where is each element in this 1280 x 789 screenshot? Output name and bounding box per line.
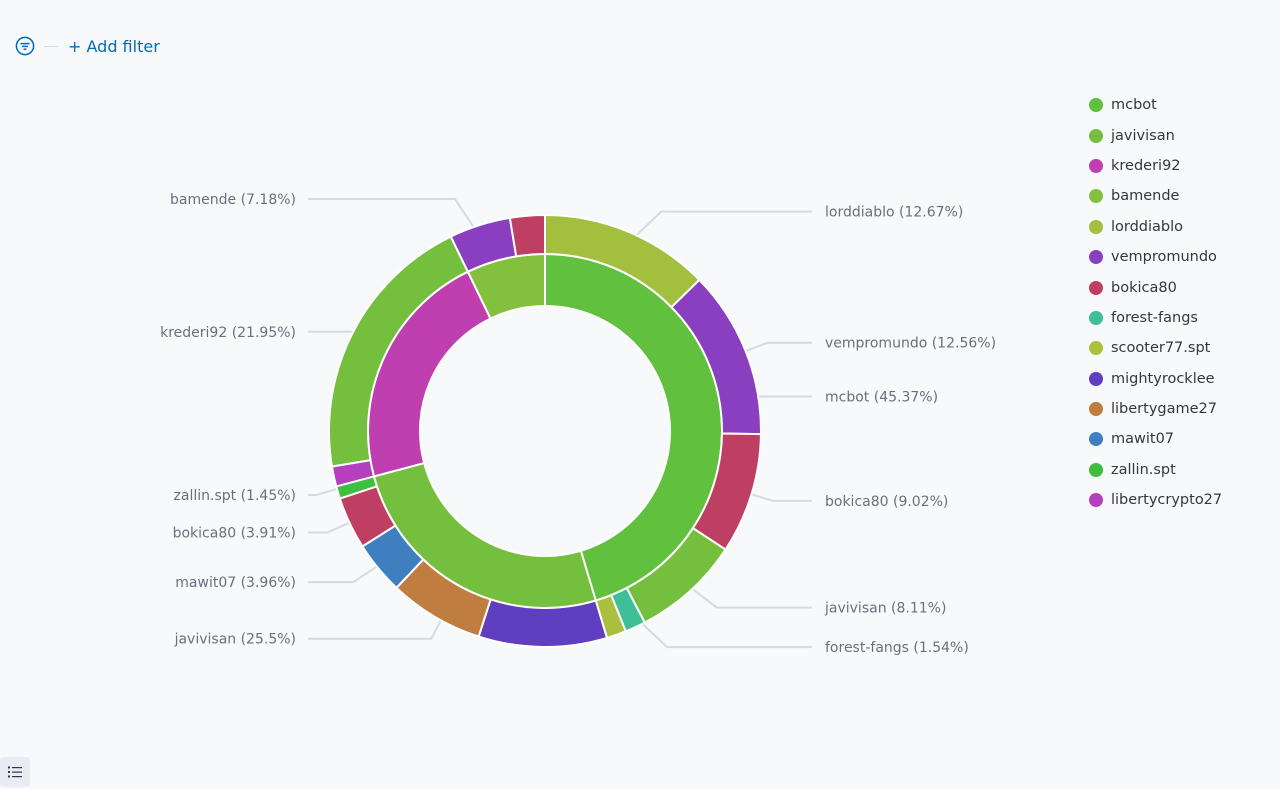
legend-item-mcbot[interactable]: mcbot (1089, 90, 1222, 120)
slice-label-forest-fangs: forest-fangs (1.54%) (825, 640, 969, 656)
chart-slices (328, 213, 762, 648)
legend-label: javivisan (1111, 127, 1175, 144)
slice-label-bokica80: bokica80 (3.91%) (173, 526, 296, 542)
legend-swatch (1089, 371, 1103, 386)
filter-options-button[interactable] (14, 35, 36, 57)
legend-swatch (1089, 310, 1103, 325)
legend-swatch (1089, 280, 1103, 295)
slice-label-vempromundo: vempromundo (12.56%) (825, 336, 996, 352)
legend-label: mawit07 (1111, 431, 1175, 448)
chart-legend: mcbot javivisan krederi92 bamende lorddiablo… (1089, 90, 1222, 515)
legend-label: libertygame27 (1111, 401, 1217, 418)
legend-label: libertycrypto27 (1111, 492, 1223, 509)
legend-label: scooter77.spt (1111, 340, 1211, 357)
legend-swatch (1089, 402, 1103, 417)
legend-label: bokica80 (1111, 279, 1177, 296)
legend-label: vempromundo (1111, 249, 1217, 266)
legend-swatch (1089, 462, 1103, 477)
legend-swatch (1089, 493, 1103, 508)
filter-bar: + Add filter (14, 32, 160, 60)
legend-swatch (1089, 432, 1103, 447)
slice-label-krederi92: krederi92 (21.95%) (160, 325, 296, 341)
outer-slice-bokica80[interactable] (508, 213, 546, 258)
legend-label: lorddiablo (1111, 218, 1184, 235)
slice-label-bokica80: bokica80 (9.02%) (825, 494, 948, 510)
slice-label-mcbot: mcbot (45.37%) (825, 390, 938, 406)
legend-item-scooter77-spt[interactable]: scooter77.spt (1089, 333, 1222, 363)
slice-label-javivisan: javivisan (25.5%) (174, 632, 296, 648)
legend-label: forest-fangs (1111, 309, 1198, 326)
slice-label-lorddiablo: lorddiablo (12.67%) (825, 205, 963, 221)
legend-item-libertygame27[interactable]: libertygame27 (1089, 394, 1222, 424)
chart-labels: lorddiablo (12.67%) vempromundo (12.56%) m… (160, 192, 996, 656)
sunburst-chart: lorddiablo (12.67%) vempromundo (12.56%) m… (160, 192, 996, 656)
slice-label-zallin-spt: zallin.spt (1.45%) (174, 488, 296, 504)
legend-label: mightyrocklee (1111, 370, 1215, 387)
legend-item-mawit07[interactable]: mawit07 (1089, 424, 1222, 454)
legend-item-libertycrypto27[interactable]: libertycrypto27 (1089, 485, 1222, 515)
filter-icon (15, 36, 35, 56)
legend-item-lorddiablo[interactable]: lorddiablo (1089, 212, 1222, 242)
filter-divider (44, 45, 58, 47)
legend-label: mcbot (1111, 97, 1157, 114)
toggle-legend-button[interactable] (0, 757, 30, 787)
legend-swatch (1089, 158, 1103, 173)
legend-swatch (1089, 128, 1103, 143)
legend-item-krederi92[interactable]: krederi92 (1089, 151, 1222, 181)
legend-swatch (1089, 98, 1103, 113)
list-icon (8, 766, 22, 778)
legend-swatch (1089, 219, 1103, 234)
legend-item-bokica80[interactable]: bokica80 (1089, 272, 1222, 302)
slice-label-javivisan: javivisan (8.11%) (824, 601, 946, 617)
legend-label: krederi92 (1111, 157, 1181, 174)
legend-item-forest-fangs[interactable]: forest-fangs (1089, 303, 1222, 333)
legend-swatch (1089, 189, 1103, 204)
legend-item-zallin-spt[interactable]: zallin.spt (1089, 455, 1222, 485)
slice-label-bamende: bamende (7.18%) (170, 192, 296, 208)
legend-label: zallin.spt (1111, 461, 1176, 478)
legend-item-vempromundo[interactable]: vempromundo (1089, 242, 1222, 272)
legend-item-mightyrocklee[interactable]: mightyrocklee (1089, 364, 1222, 394)
slice-label-mawit07: mawit07 (3.96%) (175, 575, 296, 591)
legend-item-javivisan[interactable]: javivisan (1089, 120, 1222, 150)
add-filter-button[interactable]: + Add filter (68, 36, 160, 56)
legend-item-bamende[interactable]: bamende (1089, 181, 1222, 211)
legend-swatch (1089, 250, 1103, 265)
legend-label: bamende (1111, 188, 1180, 205)
legend-swatch (1089, 341, 1103, 356)
